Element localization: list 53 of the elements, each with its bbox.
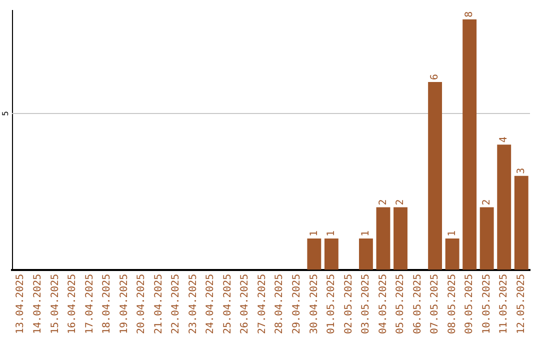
x-tick-label: 06.05.2025 [412,274,424,334]
x-tick-label: 19.04.2025 [118,274,130,334]
x-tick-label: 28.04.2025 [274,274,286,334]
x-tick-label: 11.05.2025 [498,274,510,334]
x-tick-label: 05.05.2025 [395,274,406,334]
x-tick-label: 25.04.2025 [222,274,234,334]
x-tick-label: 30.04.2025 [308,274,320,334]
x-tick-label: 20.04.2025 [136,274,148,334]
data-label: 1 [308,230,320,236]
bar [324,238,338,270]
x-tick-label: 27.04.2025 [256,274,268,334]
bar [376,207,390,270]
bar [307,238,322,270]
bar [428,82,442,270]
x-tick-label: 10.05.2025 [481,274,492,334]
ref-line-label: 5 [1,110,10,116]
data-label: 2 [395,199,406,206]
x-tick-label: 21.04.2025 [153,274,164,334]
bar [445,238,460,270]
data-label: 3 [516,168,527,174]
x-tick-label: 15.04.2025 [50,274,61,334]
data-label: 1 [360,230,372,236]
x-tick-label: 01.05.2025 [326,274,338,334]
x-tick-label: 12.05.2025 [516,274,527,334]
x-tick-label: 13.04.2025 [15,274,26,334]
x-tick-label: 17.04.2025 [84,274,96,334]
data-label: 1 [326,230,338,236]
x-tick-label: 24.04.2025 [205,274,216,334]
x-tick-label: 04.05.2025 [378,274,389,334]
x-tick-label: 09.05.2025 [464,274,476,334]
x-tick-label: 08.05.2025 [446,274,458,334]
x-tick-label: 14.04.2025 [32,274,44,334]
x-tick-label: 03.05.2025 [360,274,372,334]
x-tick-label: 18.04.2025 [102,274,113,334]
x-tick-label: 02.05.2025 [343,274,354,334]
x-tick-label: 22.04.2025 [170,274,182,334]
x-tick-label: 16.04.2025 [67,274,78,334]
x-tick-label: 29.04.2025 [291,274,302,334]
data-label: 6 [430,74,441,80]
data-label: 1 [446,230,458,236]
bar [358,238,373,270]
data-label: 2 [481,199,492,206]
x-tick-label: 26.04.2025 [240,274,251,334]
x-tick-label: 23.04.2025 [188,274,199,334]
data-label: 2 [378,199,389,206]
x-tick-label: 07.05.2025 [430,274,441,334]
bar [514,176,528,270]
data-label: 4 [498,136,510,143]
bar [462,19,477,270]
bar [497,144,512,270]
bar [480,207,494,270]
data-label: 8 [464,11,476,18]
bar [394,207,408,270]
